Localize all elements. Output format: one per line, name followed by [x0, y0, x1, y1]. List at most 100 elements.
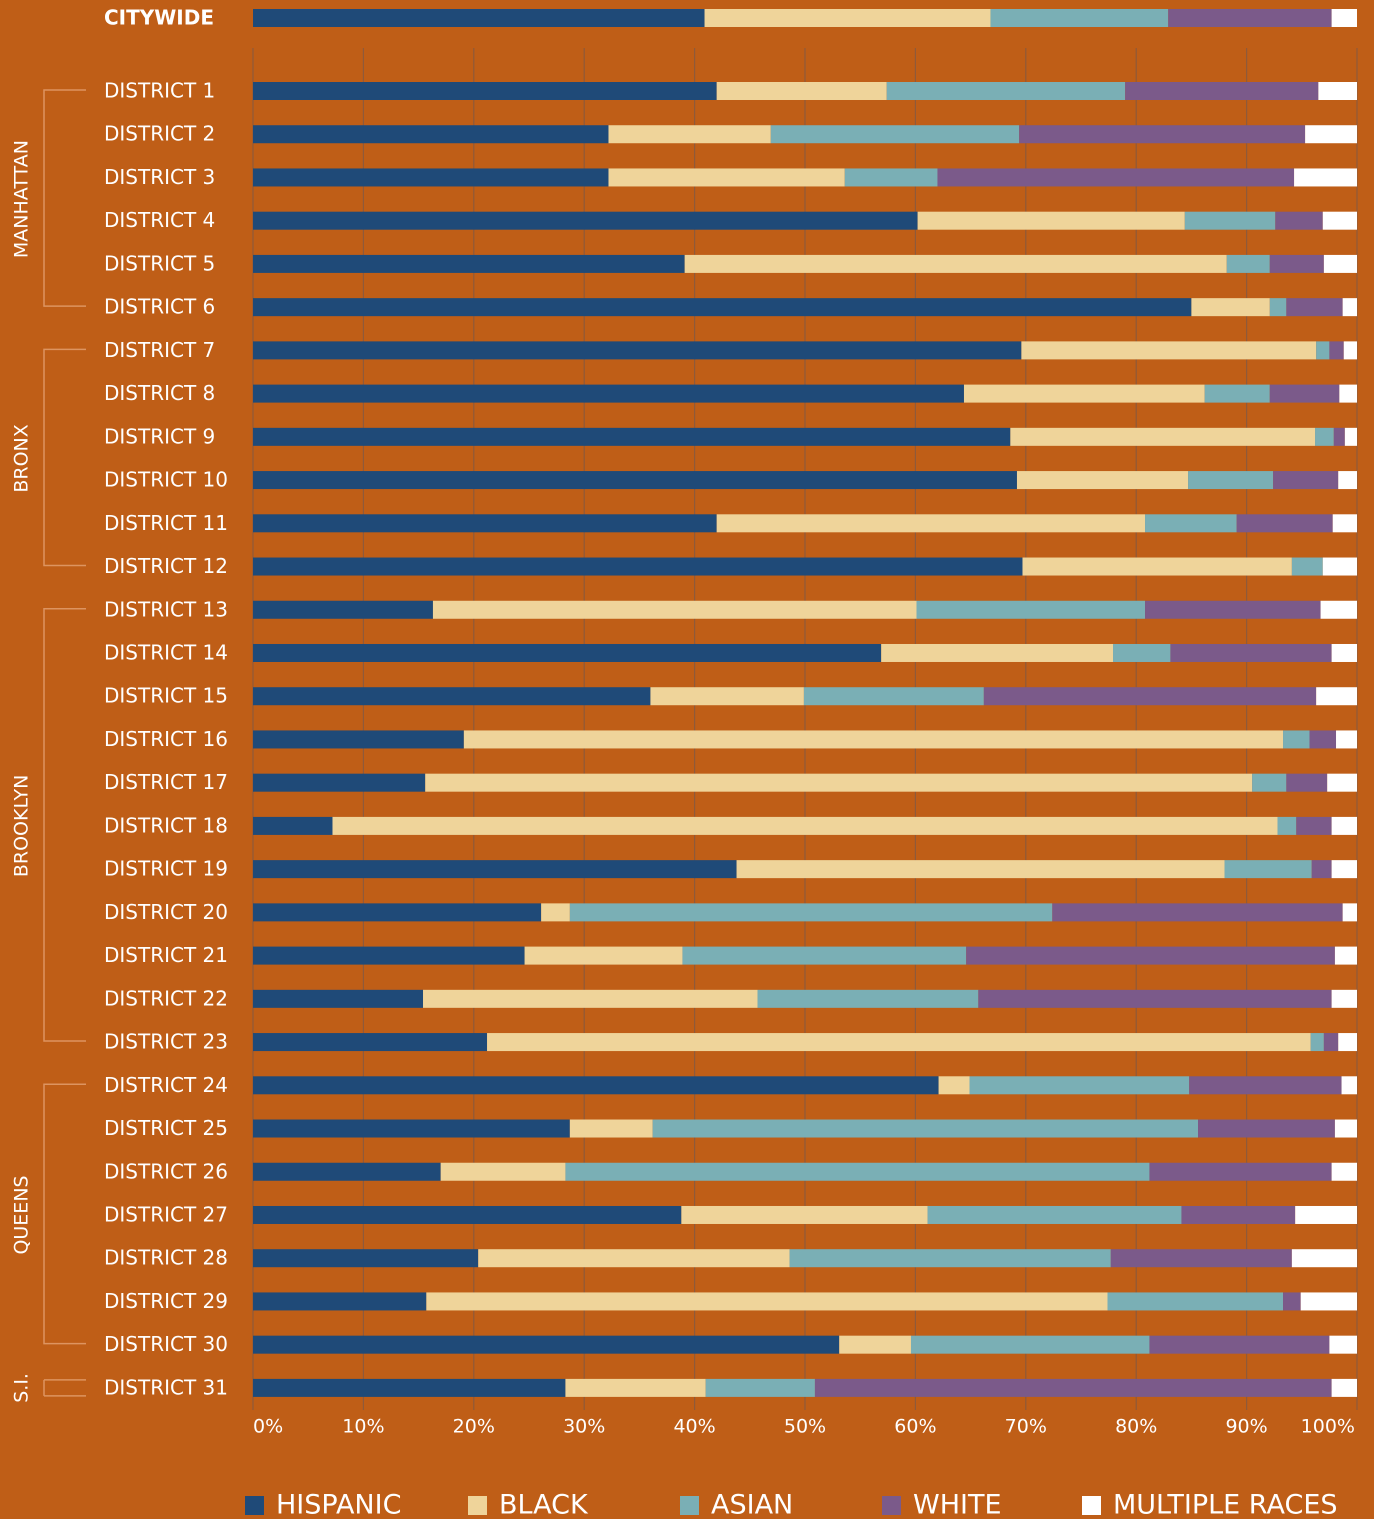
bar-segment — [253, 860, 737, 879]
x-tick-label: 70% — [1005, 1416, 1047, 1438]
bar-segment — [253, 384, 964, 403]
bar-segment — [565, 1378, 706, 1397]
bar-segment — [681, 1205, 928, 1224]
bar-segment — [253, 298, 1192, 317]
bar-segment — [736, 860, 1225, 879]
row-label: DISTRICT 20 — [104, 900, 228, 924]
bar-segment — [253, 427, 1011, 446]
bracket — [43, 89, 86, 307]
x-tick-label: 0% — [253, 1416, 283, 1438]
group-label: BRONX — [11, 424, 33, 492]
legend-label: WHITE — [913, 1490, 1002, 1519]
bar-segment — [1145, 600, 1321, 619]
x-tick-label: 10% — [342, 1416, 384, 1438]
bar-segment — [910, 1335, 1150, 1354]
bar-segment — [1316, 687, 1357, 706]
bar-segment — [682, 946, 967, 965]
row-label: DISTRICT 27 — [104, 1202, 228, 1226]
bar-segment — [1189, 1076, 1342, 1095]
bar-segment — [1188, 471, 1274, 490]
bar-segment — [1331, 860, 1357, 879]
bar-segment — [608, 125, 771, 144]
bar-segment — [1149, 1162, 1332, 1181]
bar-segment — [569, 1119, 653, 1138]
bar-segment — [1333, 427, 1345, 446]
group-label: QUEENS — [11, 1175, 33, 1254]
bar-segment — [1125, 82, 1319, 100]
x-tick-label: 60% — [894, 1416, 936, 1438]
bar-segment — [650, 687, 804, 706]
bar-segment — [1322, 557, 1357, 576]
bar-segment — [1283, 730, 1310, 749]
legend-swatch — [1082, 1496, 1101, 1515]
bar-segment — [938, 1076, 970, 1095]
row-label: DISTRICT 10 — [104, 468, 228, 492]
bar-segment — [425, 773, 1253, 792]
row-label: DISTRICT 30 — [104, 1332, 228, 1356]
bar-segment — [1339, 384, 1357, 403]
bar-segment — [1320, 600, 1357, 619]
bar-segment — [917, 211, 1185, 230]
legend-label: MULTIPLE RACES — [1113, 1490, 1338, 1519]
bar-segment — [487, 1033, 1311, 1052]
row-label: DISTRICT 8 — [104, 381, 215, 405]
bar-segment — [1291, 557, 1323, 576]
bar-segment — [1269, 254, 1324, 273]
bar-segment — [253, 730, 464, 749]
group-label: S.I. — [11, 1373, 33, 1403]
bar-segment — [916, 600, 1146, 619]
bar-segment — [1291, 1249, 1357, 1268]
bar-segment — [1331, 1162, 1357, 1181]
group-label: MANHATTAN — [11, 140, 33, 258]
bar-segment — [1316, 341, 1330, 360]
bar-segment — [1295, 1205, 1357, 1224]
bar-segment — [1052, 903, 1343, 922]
row-label: DISTRICT 1 — [104, 79, 215, 103]
bar-segment — [1145, 514, 1237, 533]
bar-segment — [839, 1335, 911, 1354]
bar-segment — [1022, 557, 1292, 576]
bar-segment — [1338, 471, 1357, 490]
bar-segment — [423, 989, 758, 1008]
bar-segment — [569, 903, 1053, 922]
bar-segment — [881, 643, 1114, 662]
legend-label: BLACK — [499, 1490, 589, 1519]
row-label: DISTRICT 9 — [104, 424, 215, 448]
bar-segment — [440, 1162, 566, 1181]
legend-swatch — [882, 1496, 901, 1515]
row-label: DISTRICT 21 — [104, 943, 228, 967]
bar-segment — [524, 946, 683, 965]
x-tick-label: 80% — [1115, 1416, 1157, 1438]
bar-segment — [1168, 9, 1332, 27]
bar-segment — [1204, 384, 1270, 403]
bar-segment — [565, 1162, 1150, 1181]
bar-segment — [253, 341, 1022, 360]
bar-segment — [1296, 816, 1332, 835]
bar-segment — [1236, 514, 1333, 533]
bar-segment — [1184, 211, 1276, 230]
bar-segment — [253, 254, 685, 273]
bar-segment — [1315, 427, 1334, 446]
bar-segment — [1181, 1205, 1296, 1224]
bar-segment — [1224, 860, 1312, 879]
bar-segment — [1331, 816, 1357, 835]
row-label: DISTRICT 4 — [104, 208, 215, 232]
bar-segment — [1269, 298, 1287, 317]
bar-segment — [803, 687, 984, 706]
row-label: DISTRICT 13 — [104, 597, 228, 621]
row-label: DISTRICT 28 — [104, 1246, 228, 1270]
row-label: DISTRICT 18 — [104, 813, 228, 837]
bar-segment — [1323, 1033, 1339, 1052]
bar-segment — [1331, 9, 1357, 27]
bar-segment — [937, 168, 1295, 187]
bar-segment — [1226, 254, 1270, 273]
bar-segment — [253, 1119, 570, 1138]
bar-segment — [1275, 211, 1323, 230]
bar-segment — [608, 168, 845, 187]
row-label: DISTRICT 2 — [104, 122, 215, 146]
bar-segment — [1318, 82, 1357, 100]
x-tick-label: 100% — [1301, 1416, 1355, 1438]
bar-segment — [1331, 989, 1357, 1008]
x-tick-label: 20% — [453, 1416, 495, 1438]
bar-segment — [463, 730, 1284, 749]
